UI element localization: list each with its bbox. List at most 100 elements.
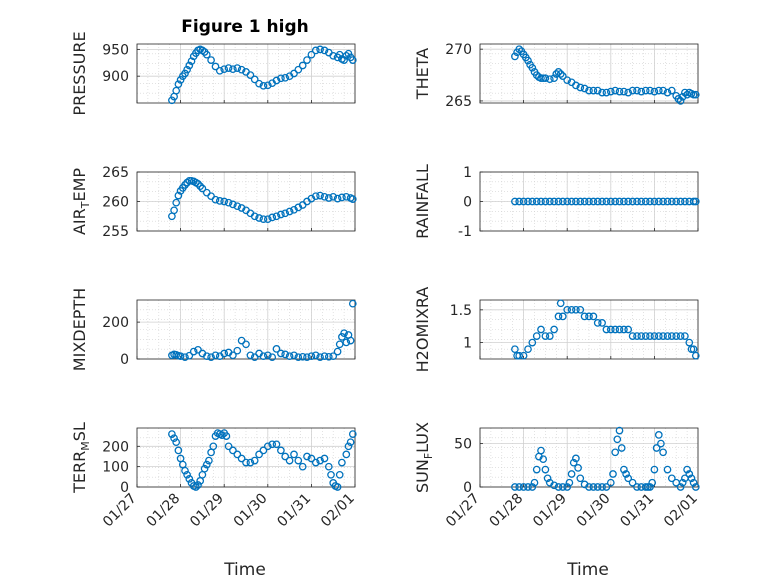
- data-point: [598, 483, 606, 491]
- data-point: [567, 470, 576, 478]
- data-point: [215, 197, 224, 205]
- data-point: [209, 442, 218, 451]
- data-point: [689, 345, 698, 354]
- data-point: [224, 64, 233, 72]
- data-point: [333, 483, 342, 491]
- data-point: [611, 86, 620, 95]
- data-point: [593, 197, 602, 206]
- data-point: [646, 483, 654, 491]
- axes-box: [479, 427, 699, 488]
- data-point: [650, 87, 659, 96]
- axes-box: [479, 43, 699, 104]
- data-point: [290, 450, 298, 459]
- data-point: [237, 65, 246, 74]
- data-point: [537, 197, 545, 206]
- data-point: [550, 74, 558, 83]
- data-point: [229, 351, 237, 360]
- data-point: [250, 75, 259, 84]
- data-point: [294, 65, 303, 74]
- data-point: [224, 442, 233, 451]
- y-tick-label: 265: [445, 94, 472, 110]
- data-point: [329, 352, 338, 361]
- data-point: [550, 197, 558, 206]
- data-point: [646, 86, 654, 95]
- data-point: [192, 483, 200, 491]
- data-point: [641, 197, 650, 206]
- data-point: [580, 84, 589, 93]
- data-point: [556, 70, 565, 78]
- data-point: [183, 470, 191, 479]
- data-point: [558, 72, 567, 80]
- data-point: [311, 46, 320, 55]
- data-point: [259, 215, 268, 224]
- data-point: [200, 464, 209, 473]
- y-tick-label: 0: [120, 352, 129, 368]
- data-point: [324, 462, 333, 471]
- data-point: [174, 80, 183, 89]
- data-point: [667, 332, 676, 340]
- data-point: [550, 325, 558, 334]
- data-point: [344, 442, 353, 451]
- data-point: [633, 332, 641, 340]
- data-point: [598, 319, 606, 327]
- data-point: [574, 464, 582, 472]
- data-point: [340, 329, 348, 338]
- subplot-h2omixra: 1 1.5 H2OMIXRA: [413, 287, 700, 372]
- data-point: [650, 197, 659, 206]
- data-point: [545, 332, 554, 340]
- data-point: [580, 312, 589, 321]
- data-point: [641, 332, 650, 340]
- data-point: [268, 353, 277, 362]
- data-point: [572, 305, 580, 314]
- data-point: [263, 442, 272, 451]
- data-point: [572, 81, 580, 90]
- data-point: [250, 353, 259, 362]
- data-point: [290, 69, 298, 78]
- data-point: [620, 325, 628, 334]
- data-point: [272, 76, 281, 85]
- subplot-grid: 900 950 PRESSURE 265 270 THETA 255 260 265 AIRTEM…: [70, 31, 701, 530]
- data-point: [689, 197, 698, 206]
- data-point: [189, 347, 198, 356]
- data-point: [672, 332, 681, 340]
- y-tick-label: 1.5: [450, 303, 472, 319]
- data-point: [185, 351, 194, 360]
- data-point: [255, 214, 263, 222]
- y-tick-label: 0: [463, 480, 472, 496]
- data-point: [672, 197, 681, 206]
- data-point: [222, 432, 231, 440]
- data-point: [281, 209, 290, 218]
- data-point: [185, 475, 194, 483]
- data-point: [532, 332, 541, 340]
- data-point: [528, 483, 537, 491]
- data-point: [277, 210, 285, 219]
- data-point: [602, 197, 611, 206]
- data-point: [183, 65, 191, 74]
- data-point: [545, 75, 554, 84]
- data-point: [628, 478, 637, 487]
- data-point: [519, 197, 528, 206]
- data-point: [515, 197, 524, 206]
- data-point: [685, 338, 694, 347]
- data-point: [229, 200, 237, 209]
- data-point: [613, 435, 622, 444]
- y-axis-label: THETA: [413, 48, 432, 100]
- data-point: [615, 426, 624, 435]
- y-tick-label: -1: [458, 224, 472, 240]
- data-point: [543, 474, 552, 483]
- data-point: [541, 332, 550, 340]
- data-point: [311, 458, 320, 467]
- data-point: [602, 88, 611, 97]
- data-point: [207, 353, 215, 362]
- y-tick-label: 255: [102, 224, 129, 240]
- y-axis-label: MIXDEPTH: [70, 288, 89, 371]
- data-point: [565, 478, 574, 487]
- data-point: [685, 470, 694, 478]
- data-point: [316, 45, 324, 54]
- y-tick-label: 1: [463, 336, 472, 352]
- data-point: [246, 71, 255, 79]
- data-point: [324, 194, 333, 202]
- data-point: [338, 193, 346, 202]
- data-point: [298, 462, 307, 471]
- data-point: [572, 454, 580, 463]
